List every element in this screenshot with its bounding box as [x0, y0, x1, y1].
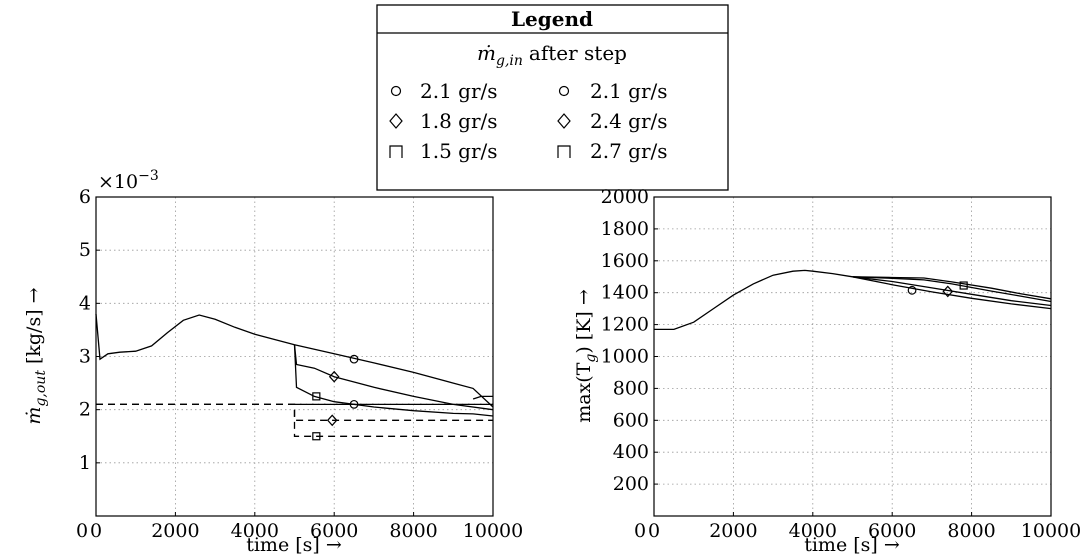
- left-x-tick-label: 8000: [389, 520, 437, 542]
- legend-diamond-icon: [389, 113, 403, 129]
- right-y-tick-label: 1400: [601, 282, 649, 304]
- left-x-axis-label: time [s] →: [246, 534, 342, 555]
- right-series-line-2: [852, 276, 1052, 303]
- left-series-line-1: [293, 344, 494, 411]
- right-ylabel-sub: g: [583, 354, 599, 363]
- left-x-tick-label: 6000: [310, 520, 358, 542]
- right-plot-frame: [653, 196, 1052, 517]
- right-y-tick-label: 2000: [601, 186, 649, 208]
- left-series-line-3: [472, 395, 493, 400]
- legend-right-value: 2.7 gr/s: [590, 139, 668, 163]
- legend-border: [376, 4, 729, 191]
- left-y-axis-label: ṁg,out [kg/s] →: [23, 287, 49, 424]
- right-origin-label: 0: [634, 520, 646, 542]
- legend-subtitle-symbol: ṁ: [477, 41, 496, 65]
- left-x-tick-label: 2000: [151, 520, 199, 542]
- legend-subtitle: ṁg,in after step: [477, 41, 627, 69]
- left-x-tick-label: 10000: [463, 520, 523, 542]
- right-x-axis-label: time [s] →: [804, 534, 900, 555]
- left-square-marker: [312, 432, 321, 441]
- legend-circle-icon: [558, 85, 570, 97]
- left-ylabel-sub: g,out: [33, 370, 49, 407]
- right-y-tick-label: 1800: [601, 218, 649, 240]
- right-y-tick-label: 1000: [601, 346, 649, 368]
- left-series-lines: [95, 313, 494, 437]
- left-ylabel-symbol: ṁ: [23, 407, 45, 425]
- legend-subtitle-sub: g,in: [496, 53, 523, 69]
- legend-circle-icon: [390, 85, 402, 97]
- left-square-marker: [312, 392, 321, 401]
- legend-right-value: 2.4 gr/s: [590, 109, 668, 133]
- right-common-line: [654, 269, 853, 331]
- right-x-tick-label: 6000: [868, 520, 916, 542]
- left-tick-labels: 0 2000 4000 6000 8000 10000 1 2 3 4 5 6 0: [76, 186, 523, 542]
- left-exponent-label: ×10−3: [98, 168, 159, 193]
- left-common-line: [95, 313, 295, 361]
- chart-mass-flow-out: 0 2000 4000 6000 8000 10000 1 2 3 4 5 6 0 ×10−3 time…: [23, 168, 523, 555]
- right-x-tick-label: 0: [648, 520, 660, 542]
- left-circle-marker: [349, 354, 359, 364]
- left-y-tick-label: 3: [79, 346, 91, 368]
- legend-right-value: 2.1 gr/s: [590, 79, 668, 103]
- left-series-line-0: [294, 344, 494, 408]
- right-y-tick-label: 800: [613, 377, 649, 399]
- left-y-tick-label: 5: [79, 239, 91, 261]
- right-y-tick-label: 600: [613, 409, 649, 431]
- right-series-line-0: [852, 276, 1052, 310]
- legend-square-icon: [557, 145, 571, 158]
- left-exponent-power: −3: [138, 168, 159, 184]
- legend-left-value: 1.5 gr/s: [420, 139, 498, 163]
- legend-diamond-icon: [557, 113, 571, 129]
- left-y-tick-label: 2: [79, 399, 91, 421]
- legend-title: Legend: [511, 7, 593, 31]
- right-y-tick-label: 200: [613, 473, 649, 495]
- right-series-lines: [654, 269, 1052, 331]
- legend-left-value: 2.1 gr/s: [420, 79, 498, 103]
- left-origin-label: 0: [76, 520, 88, 542]
- left-diamond-marker: [326, 414, 338, 427]
- right-circle-marker: [907, 285, 917, 295]
- legend-left-value: 1.8 gr/s: [420, 109, 498, 133]
- right-x-tick-label: 10000: [1021, 520, 1081, 542]
- right-square-marker: [959, 281, 968, 290]
- left-y-tick-label: 6: [79, 186, 91, 208]
- left-ylabel-unit: [kg/s] →: [23, 287, 45, 364]
- left-exponent-base: ×10: [98, 171, 138, 193]
- chart-max-temperature: 0 2000 4000 6000 8000 10000 200 400 600 800 1000 12…: [573, 186, 1081, 555]
- right-y-tick-label: 400: [613, 441, 649, 463]
- right-y-tick-label: 1200: [601, 314, 649, 336]
- right-x-tick-label: 8000: [947, 520, 995, 542]
- left-plot-frame: [95, 196, 494, 517]
- legend-square-icon: [389, 145, 403, 158]
- left-markers: [312, 354, 359, 441]
- left-diamond-marker: [328, 370, 340, 383]
- legend-box: Legend ṁg,in after step 2.1 gr/s 2.1 gr/s…: [376, 4, 729, 191]
- left-x-tick-label: 4000: [231, 520, 279, 542]
- right-y-tick-label: 1600: [601, 250, 649, 272]
- right-markers: [907, 281, 968, 298]
- legend-subtitle-text: after step: [529, 41, 627, 65]
- right-x-tick-label: 4000: [789, 520, 837, 542]
- right-ylabel-unit: ) [K] →: [573, 289, 595, 354]
- left-circle-marker: [349, 399, 359, 409]
- left-dashed-line-2: [96, 403, 493, 437]
- left-y-tick-label: 1: [79, 452, 91, 474]
- right-grid: [653, 196, 1052, 516]
- right-tick-labels: 0 2000 4000 6000 8000 10000 200 400 600 800 1000 12…: [601, 186, 1082, 542]
- left-y-tick-label: 4: [79, 292, 91, 314]
- right-series-line-3: [852, 276, 1052, 300]
- left-x-tick-label: 0: [90, 520, 102, 542]
- right-ylabel-text: max(T: [573, 362, 595, 422]
- right-x-tick-label: 2000: [709, 520, 757, 542]
- right-diamond-marker: [942, 285, 954, 298]
- left-series-line-2: [293, 344, 494, 417]
- right-y-axis-label: max(Tg) [K] →: [573, 289, 599, 423]
